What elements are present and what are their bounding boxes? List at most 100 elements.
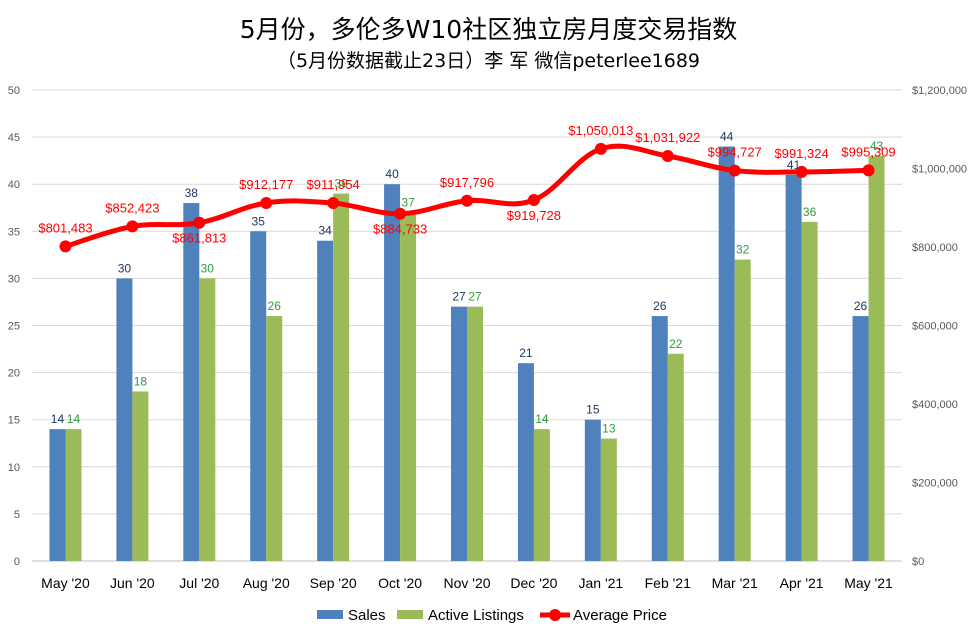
sales-bar <box>517 363 534 561</box>
x-tick-label: Mar '21 <box>712 575 758 591</box>
average-price-data-label: $801,483 <box>38 220 92 235</box>
average-price-marker <box>193 216 206 229</box>
sales-bar <box>651 316 668 561</box>
sales-bar <box>49 429 66 561</box>
x-tick-label: Nov '20 <box>443 575 490 591</box>
average-price-marker <box>394 207 407 220</box>
sales-data-label: 34 <box>318 224 332 238</box>
y-right-tick-label: $600,000 <box>912 321 958 333</box>
y-right-tick-label: $800,000 <box>912 242 958 254</box>
sales-data-label: 35 <box>252 214 266 228</box>
sales-bar <box>852 316 869 561</box>
active-listings-data-label: 39 <box>334 177 348 191</box>
sales-bar <box>317 240 334 561</box>
average-price-data-label: $852,423 <box>105 200 159 215</box>
average-price-data-label: $884,733 <box>373 222 427 237</box>
legend-label-average-price: Average Price <box>573 607 667 624</box>
active-listings-bar <box>667 353 684 561</box>
sales-bar <box>785 174 802 561</box>
x-tick-label: Sep '20 <box>310 575 357 591</box>
x-tick-label: Jun '20 <box>110 575 155 591</box>
y-left-tick-label: 35 <box>8 226 20 238</box>
x-tick-label: Jul '20 <box>179 575 219 591</box>
active-listings-bar <box>266 316 283 561</box>
active-listings-data-label: 37 <box>401 195 415 209</box>
active-listings-data-label: 13 <box>602 422 616 436</box>
average-price-marker <box>327 197 340 210</box>
average-price-data-label: $995,309 <box>841 144 895 159</box>
sales-data-label: 44 <box>720 130 734 144</box>
sales-data-label: 21 <box>519 346 533 360</box>
average-price-marker <box>795 165 808 178</box>
y-right-tick-label: $1,000,000 <box>912 164 967 176</box>
sales-bar <box>451 306 467 561</box>
y-right-tick-label: $0 <box>912 556 924 568</box>
active-listings-data-label: 26 <box>268 299 282 313</box>
chart-subtitle: （5月份数据截止23日）李 军 微信peterlee1689 <box>276 50 701 72</box>
active-listings-bar <box>400 212 417 561</box>
active-listings-data-label: 43 <box>870 139 884 153</box>
active-listings-bar <box>199 278 216 561</box>
average-price-marker <box>527 194 540 207</box>
y-left-tick-label: 0 <box>14 556 20 568</box>
active-listings-bar <box>65 429 82 561</box>
average-price-marker <box>260 196 273 209</box>
average-price-marker <box>661 149 674 162</box>
y-left-tick-label: 25 <box>8 321 20 333</box>
active-listings-data-label: 14 <box>535 412 549 426</box>
sales-data-label: 26 <box>854 299 868 313</box>
legend-marker-average-price <box>549 609 561 621</box>
x-tick-label: Jan '21 <box>578 575 623 591</box>
x-tick-label: Apr '21 <box>780 575 824 591</box>
average-price-marker <box>862 164 875 177</box>
average-price-marker <box>126 220 139 233</box>
active-listings-bar <box>533 429 550 561</box>
y-left-tick-label: 40 <box>8 179 20 191</box>
average-price-data-label: $1,050,013 <box>568 123 633 138</box>
sales-data-label: 27 <box>452 290 466 304</box>
legend-swatch-sales <box>317 610 343 619</box>
active-listings-data-label: 30 <box>201 261 215 275</box>
y-right-tick-label: $1,200,000 <box>912 85 967 97</box>
average-price-data-label: $912,177 <box>239 177 293 192</box>
sales-bar <box>183 203 200 562</box>
y-left-tick-label: 50 <box>8 85 20 97</box>
average-price-data-label: $861,813 <box>172 231 226 246</box>
active-listings-data-label: 32 <box>736 243 750 257</box>
active-listings-data-label: 36 <box>803 205 817 219</box>
y-right-tick-label: $400,000 <box>912 399 958 411</box>
x-tick-label: Dec '20 <box>510 575 557 591</box>
sales-data-label: 14 <box>51 412 65 426</box>
average-price-data-label: $1,031,922 <box>635 130 700 145</box>
active-listings-bar <box>600 438 617 561</box>
sales-data-label: 30 <box>118 261 132 275</box>
y-left-tick-label: 20 <box>8 368 20 380</box>
sales-data-label: 38 <box>185 186 199 200</box>
average-price-data-label: $994,727 <box>708 145 762 160</box>
x-tick-label: May '21 <box>844 575 893 591</box>
legend-label-sales: Sales <box>348 607 386 624</box>
active-listings-bar <box>868 155 885 561</box>
x-tick-label: Feb '21 <box>645 575 691 591</box>
sales-bar <box>584 419 601 561</box>
sales-bar <box>384 184 401 561</box>
active-listings-bar <box>801 221 818 561</box>
average-price-marker <box>728 164 741 177</box>
active-listings-data-label: 18 <box>134 374 148 388</box>
active-listings-data-label: 22 <box>669 337 683 351</box>
sales-data-label: 26 <box>653 299 667 313</box>
x-tick-label: May '20 <box>41 575 90 591</box>
y-left-tick-label: 10 <box>8 462 20 474</box>
active-listings-data-label: 27 <box>468 290 482 304</box>
y-left-tick-label: 5 <box>14 509 20 521</box>
x-tick-label: Oct '20 <box>378 575 422 591</box>
average-price-marker <box>461 194 473 207</box>
sales-bar <box>718 146 735 561</box>
legend-label-active-listings: Active Listings <box>428 607 524 624</box>
sales-data-label: 15 <box>586 403 600 417</box>
average-price-data-label: $919,728 <box>507 208 561 223</box>
sales-bar <box>116 278 133 561</box>
legend-swatch-active-listings <box>397 610 423 619</box>
